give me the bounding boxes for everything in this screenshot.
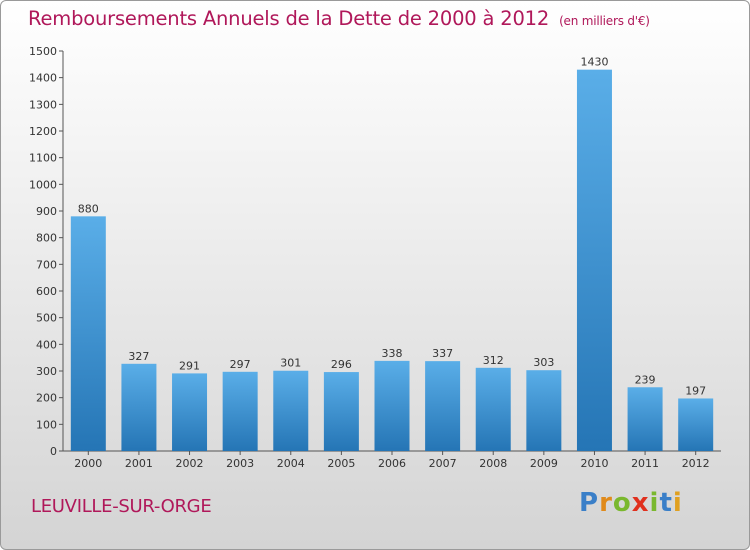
bar: [172, 373, 208, 451]
bar: [273, 370, 309, 451]
y-tick-label: 600: [36, 285, 57, 298]
bar: [475, 367, 511, 451]
bar-value-label: 303: [533, 356, 554, 369]
bar: [70, 216, 106, 451]
bar: [576, 69, 612, 452]
y-tick-label: 1000: [29, 178, 57, 191]
logo-letter: i: [649, 488, 660, 518]
bar-value-label: 327: [128, 350, 149, 363]
proxiti-logo: Proxiti: [579, 488, 683, 518]
x-tick-label: 2005: [327, 457, 355, 470]
y-tick-label: 800: [36, 232, 57, 245]
x-tick-label: 2012: [682, 457, 710, 470]
x-tick-label: 2003: [226, 457, 254, 470]
bar-value-label: 338: [382, 347, 403, 360]
bar: [627, 387, 663, 451]
y-tick-label: 900: [36, 205, 57, 218]
chart-title: Remboursements Annuels de la Dette de 20…: [28, 7, 650, 30]
y-tick-label: 1400: [29, 72, 57, 85]
logo-letter: o: [612, 488, 632, 518]
bar: [222, 371, 258, 451]
x-tick-label: 2011: [631, 457, 659, 470]
chart-subtitle: (en milliers d'€): [559, 14, 650, 28]
x-tick-label: 2007: [429, 457, 457, 470]
y-tick-label: 1500: [29, 45, 57, 58]
y-tick-label: 1300: [29, 98, 57, 111]
logo-letter: r: [599, 488, 613, 518]
bar-value-label: 297: [230, 358, 251, 371]
y-tick-label: 300: [36, 365, 57, 378]
x-tick-label: 2006: [378, 457, 406, 470]
x-tick-label: 2001: [125, 457, 153, 470]
x-tick-label: 2009: [530, 457, 558, 470]
y-tick-label: 400: [36, 338, 57, 351]
x-tick-label: 2000: [74, 457, 102, 470]
y-tick-label: 1100: [29, 152, 57, 165]
x-tick-label: 2002: [176, 457, 204, 470]
bar-value-label: 880: [78, 202, 99, 215]
bar: [678, 398, 714, 451]
bar: [121, 363, 157, 451]
y-tick-label: 1200: [29, 125, 57, 138]
logo-letter: t: [659, 488, 673, 518]
y-tick-label: 500: [36, 312, 57, 325]
y-tick-label: 100: [36, 418, 57, 431]
y-tick-label: 0: [50, 445, 57, 458]
bar-value-label: 291: [179, 359, 200, 372]
y-tick-label: 200: [36, 392, 57, 405]
bar-value-label: 296: [331, 358, 352, 371]
y-tick-label: 700: [36, 258, 57, 271]
bar: [425, 361, 461, 451]
bar-value-label: 239: [635, 373, 656, 386]
bar-value-label: 1430: [580, 56, 608, 69]
bar-value-label: 337: [432, 347, 453, 360]
x-tick-label: 2008: [479, 457, 507, 470]
bar-value-label: 312: [483, 354, 504, 367]
bar-value-label: 301: [280, 357, 301, 370]
chart-title-text: Remboursements Annuels de la Dette de 20…: [28, 7, 550, 30]
logo-letter: P: [579, 488, 600, 518]
bars-group: 880 327 291 297 301 296 338 337 312 303 1430 239 197: [70, 56, 714, 452]
x-tick-label: 2010: [580, 457, 608, 470]
bar-value-label: 197: [685, 384, 706, 397]
town-name: LEUVILLE-SUR-ORGE: [31, 496, 212, 517]
logo-letter: i: [672, 488, 683, 518]
logo-letter: x: [631, 488, 650, 518]
bar: [526, 370, 562, 451]
x-tick-label: 2004: [277, 457, 305, 470]
bar: [323, 372, 359, 451]
bar: [374, 360, 410, 451]
